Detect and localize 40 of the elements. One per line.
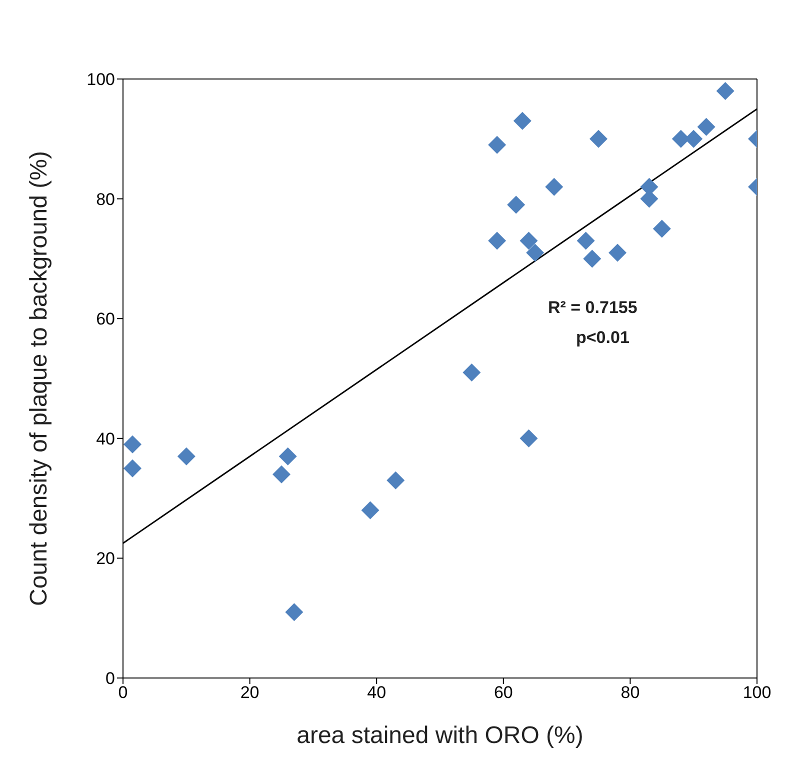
point [386,471,405,490]
y-tick-label: 0 [106,669,115,688]
point [697,118,716,136]
y-tick-label: 20 [96,549,115,568]
point [590,130,608,148]
point [124,435,142,454]
point [716,82,734,100]
annotation: p<0.01 [576,328,630,348]
x-tick-label: 80 [620,683,640,702]
point [278,447,297,466]
x-tick-label: 40 [367,683,386,702]
y-tick-label: 80 [96,190,115,209]
point [272,465,290,484]
annotation: R² = 0.7155 [548,298,638,318]
x-tick-label: 100 [742,683,772,702]
point [545,178,564,196]
y-tick-label: 60 [96,310,115,329]
y-axis-title: Count density of plaque to background (%) [26,151,53,606]
point [513,112,532,130]
point [520,429,538,448]
point [526,244,544,262]
x-tick-label: 0 [118,683,128,702]
point [177,447,196,466]
point [285,603,304,622]
point [361,501,380,520]
point [520,232,538,250]
y-tick-label: 100 [86,70,115,90]
point [507,196,526,214]
y-tick-label: 40 [96,429,115,448]
point [608,244,627,262]
point [652,220,671,238]
x-tick-label: 60 [494,683,513,702]
point [462,364,481,382]
point [583,250,602,268]
point [124,459,142,478]
point [488,232,506,250]
x-axis-title: area stained with ORO (%) [296,722,584,749]
point [488,136,506,154]
x-tick-label: 20 [240,683,260,702]
point [576,232,595,250]
